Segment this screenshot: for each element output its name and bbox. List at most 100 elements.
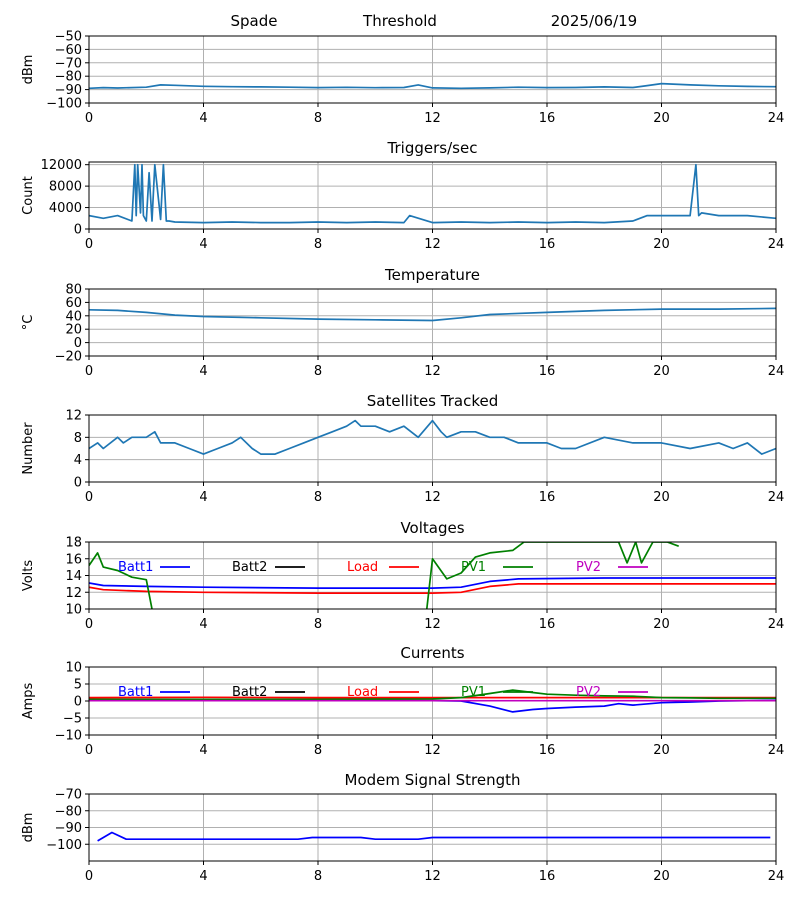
x-tick-label: 24	[768, 617, 785, 632]
x-tick-label: 4	[199, 111, 207, 126]
y-axis-label: dBm	[21, 813, 36, 843]
y-tick-label: −100	[46, 97, 82, 112]
y-tick-label: 4	[74, 453, 82, 468]
y-tick-label: 40	[65, 309, 82, 324]
x-tick-label: 12	[424, 364, 441, 379]
legend-label: PV2	[576, 560, 601, 575]
x-tick-label: 8	[314, 743, 322, 758]
x-tick-label: 12	[424, 743, 441, 758]
y-tick-label: 10	[65, 603, 82, 618]
plot-frame	[88, 161, 777, 230]
legend-label: Batt2	[232, 560, 267, 575]
y-axis-label: Number	[21, 422, 36, 475]
y-tick-label: −20	[55, 350, 82, 365]
series-line	[89, 542, 679, 609]
x-tick-label: 16	[539, 111, 556, 126]
chart-panel: 0 4 8 12 16 20 24 −10 −5 0 5 10 Batt1 Batt2 Load PV1 PV2…	[21, 644, 784, 758]
x-tick-label: 20	[653, 364, 670, 379]
y-tick-label: 12	[65, 586, 82, 601]
series-line	[89, 163, 776, 224]
y-tick-label: 12	[65, 409, 82, 424]
y-tick-label: 18	[65, 536, 82, 551]
x-tick-label: 8	[314, 237, 322, 252]
y-tick-label: −80	[55, 70, 82, 85]
y-tick-label: −90	[55, 83, 82, 98]
y-tick-label: −90	[55, 821, 82, 836]
x-tick-label: 20	[653, 617, 670, 632]
plot-frame	[88, 541, 777, 610]
series-line	[89, 307, 776, 322]
chart-title: Modem Signal Strength	[345, 771, 521, 789]
series-line	[89, 577, 776, 589]
chart-title: Temperature	[384, 266, 480, 284]
x-tick-label: 20	[653, 111, 670, 126]
y-axis-label: Volts	[21, 560, 36, 592]
y-tick-label: −10	[55, 729, 82, 744]
series-line	[89, 583, 776, 594]
y-tick-label: −60	[55, 43, 82, 58]
y-tick-label: 16	[65, 552, 82, 567]
x-tick-label: 16	[539, 869, 556, 884]
legend-label: PV1	[461, 685, 486, 700]
chart-panel: 0 4 8 12 16 20 24 0 4000 8000 12000 Triggers/sec Cou…	[21, 139, 784, 252]
x-tick-label: 8	[314, 617, 322, 632]
legend-label: Batt1	[118, 560, 153, 575]
chart-title: Satellites Tracked	[367, 392, 498, 410]
x-tick-label: 8	[314, 111, 322, 126]
chart-panel: 0 4 8 12 16 20 24 −70−80 −90 −100 Modem Signal Str…	[21, 771, 784, 884]
y-tick-label: 60	[65, 296, 82, 311]
y-tick-label: 8	[74, 431, 82, 446]
x-tick-label: 16	[539, 617, 556, 632]
x-tick-label: 16	[539, 743, 556, 758]
x-tick-label: 0	[85, 743, 93, 758]
x-tick-label: 16	[539, 490, 556, 505]
y-axis-label: °C	[21, 315, 36, 331]
x-tick-label: 24	[768, 869, 785, 884]
chart-title: Currents	[400, 644, 464, 662]
y-tick-label: 8000	[49, 180, 82, 195]
y-tick-label: −70	[55, 56, 82, 71]
y-tick-label: 5	[74, 678, 82, 693]
x-tick-label: 0	[85, 364, 93, 379]
x-tick-label: 8	[314, 364, 322, 379]
y-tick-label: −5	[63, 712, 82, 727]
series-line	[89, 419, 776, 455]
x-tick-label: 4	[199, 743, 207, 758]
chart-panel: 0 4 8 12 16 20 24 −50−60−70−80−90−100 dBm	[21, 30, 784, 127]
x-tick-label: 20	[653, 869, 670, 884]
x-tick-label: 8	[314, 869, 322, 884]
chart-panel: 0 4 8 12 16 20 24 0 4 8 12 Satellites Tracked Number	[21, 392, 784, 505]
x-tick-label: 20	[653, 237, 670, 252]
legend-label: Batt2	[232, 685, 267, 700]
x-tick-label: 0	[85, 617, 93, 632]
x-tick-label: 20	[653, 490, 670, 505]
legend-label: Batt1	[118, 685, 153, 700]
x-tick-label: 0	[85, 490, 93, 505]
x-tick-label: 4	[199, 869, 207, 884]
y-tick-label: 0	[74, 695, 82, 710]
y-axis-label: Amps	[21, 682, 36, 719]
plot-frame	[88, 288, 777, 357]
series-line	[97, 831, 771, 842]
x-tick-label: 0	[85, 237, 93, 252]
x-tick-label: 4	[199, 237, 207, 252]
y-tick-label: 10	[65, 661, 82, 676]
x-tick-label: 20	[653, 743, 670, 758]
x-tick-label: 24	[768, 490, 785, 505]
y-tick-label: −100	[46, 838, 82, 853]
x-tick-label: 0	[85, 869, 93, 884]
y-tick-label: 14	[65, 569, 82, 584]
x-tick-label: 4	[199, 617, 207, 632]
legend-label: PV1	[461, 560, 486, 575]
y-tick-label: 20	[65, 323, 82, 338]
x-tick-label: 0	[85, 111, 93, 126]
y-tick-label: 0	[74, 336, 82, 351]
y-tick-label: 4000	[49, 201, 82, 216]
y-axis-label: dBm	[21, 55, 36, 85]
y-tick-label: 0	[74, 476, 82, 491]
legend-label: Load	[347, 685, 378, 700]
